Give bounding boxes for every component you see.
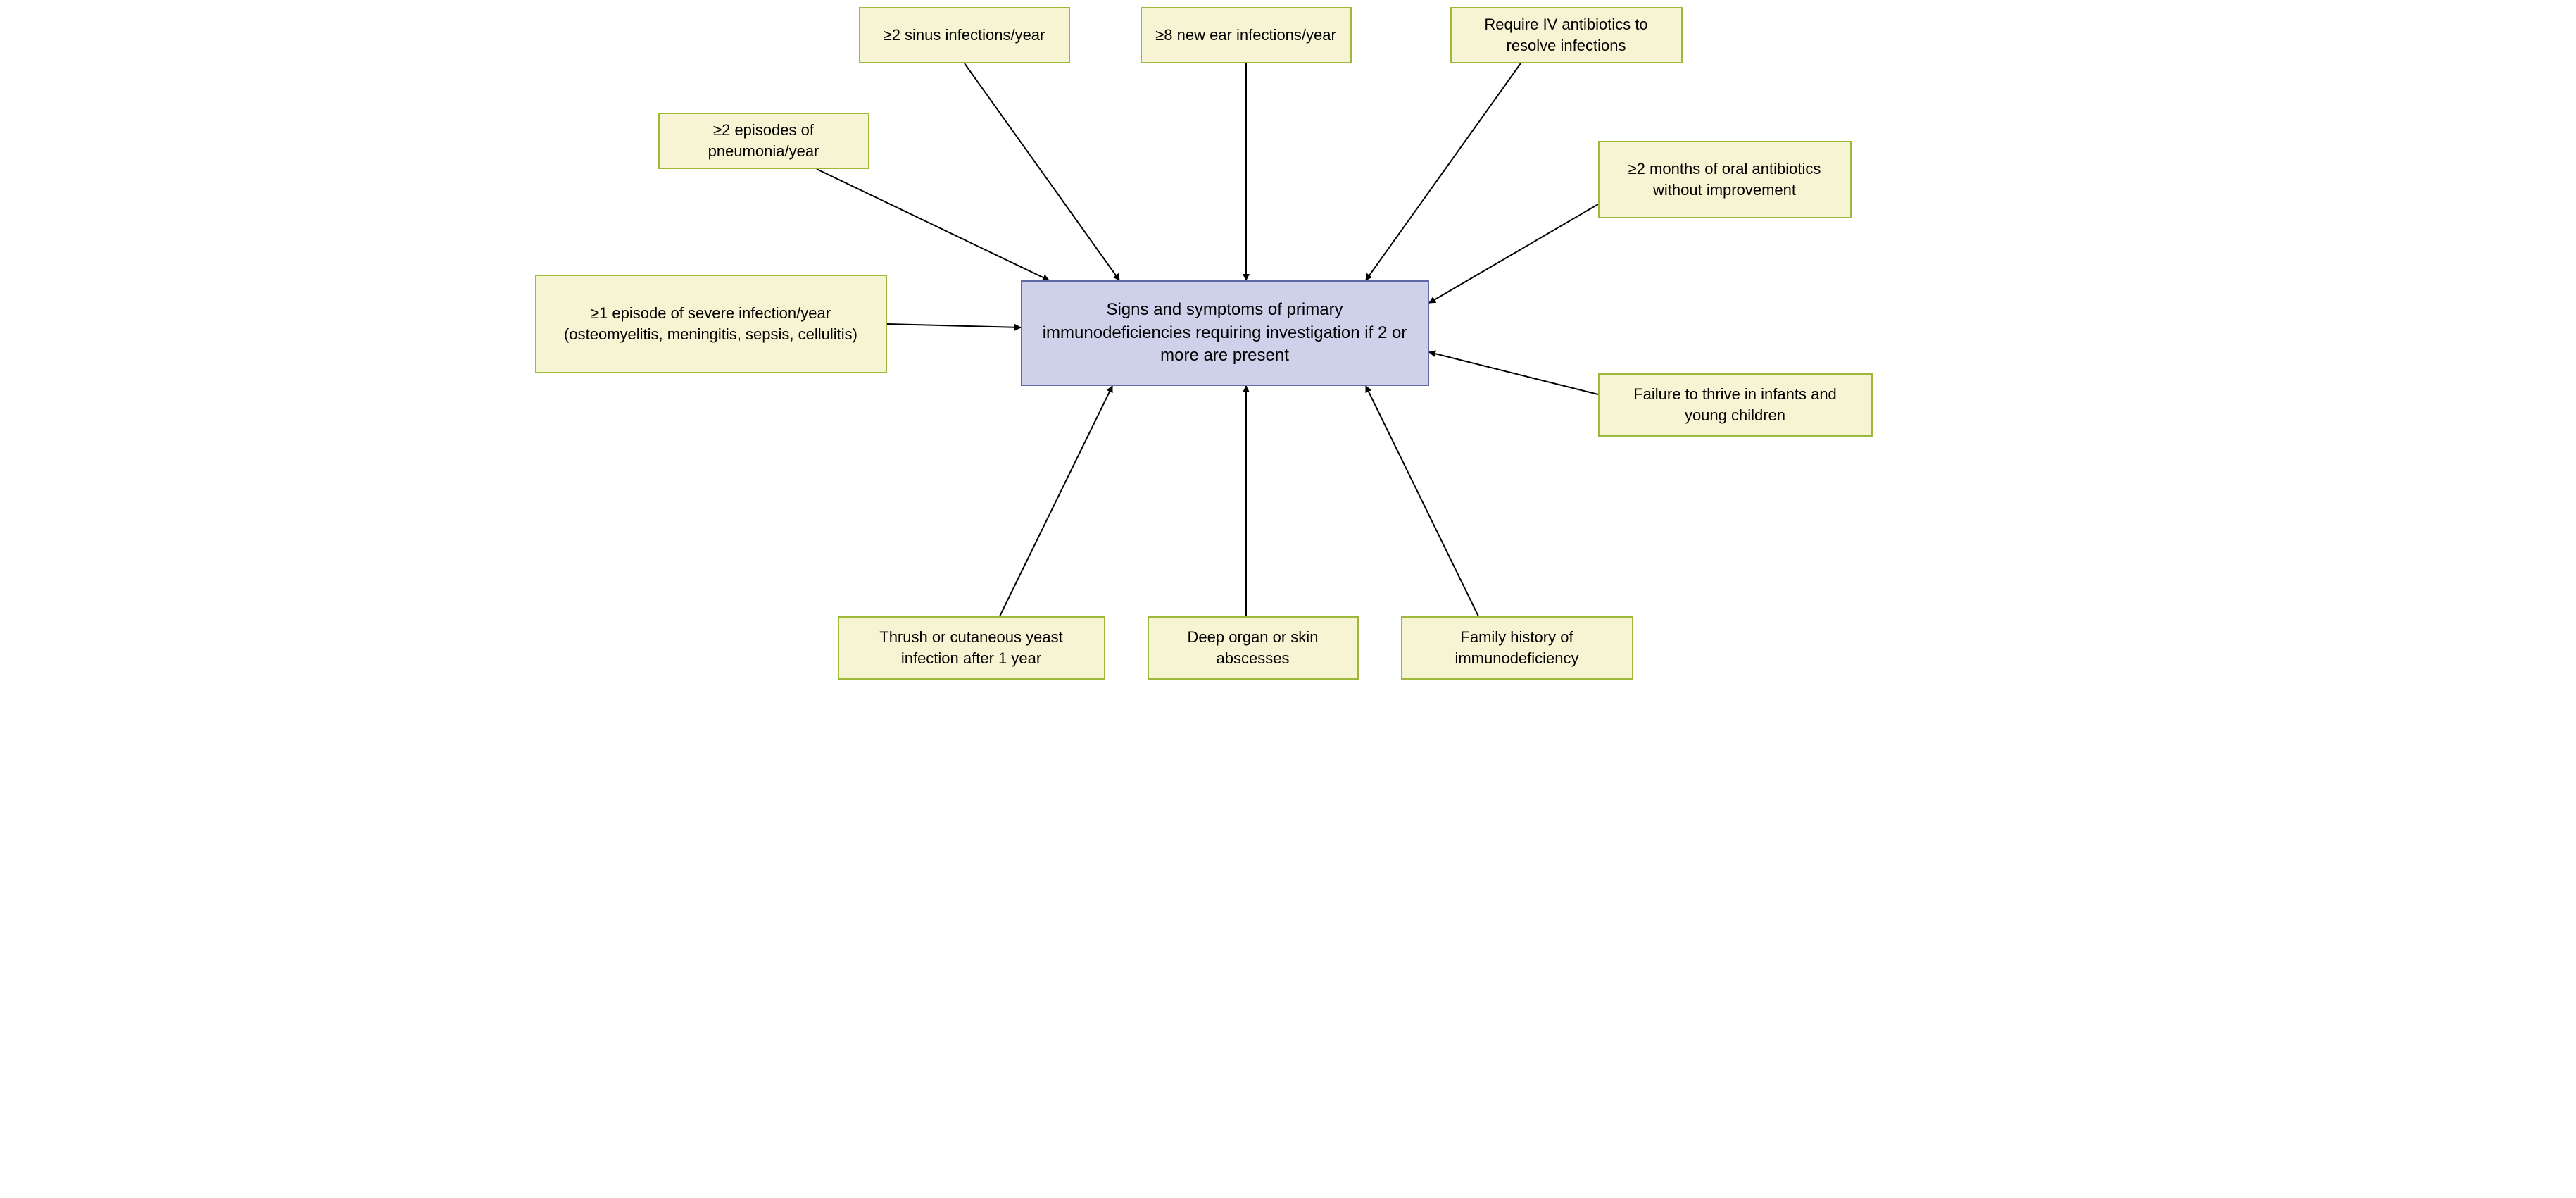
outer-node-n4: ≥2 episodes of pneumonia/year bbox=[658, 113, 869, 169]
outer-node-n7: Failure to thrive in infants and young c… bbox=[1598, 373, 1873, 437]
outer-node-label: Require IV antibiotics to resolve infect… bbox=[1464, 14, 1669, 56]
outer-node-label: ≥1 episode of severe infection/year (ost… bbox=[549, 303, 873, 344]
outer-node-n2: ≥8 new ear infections/year bbox=[1141, 7, 1352, 63]
outer-node-label: ≥8 new ear infections/year bbox=[1155, 25, 1336, 46]
outer-node-label: Failure to thrive in infants and young c… bbox=[1612, 384, 1859, 425]
edge-n6 bbox=[887, 324, 1021, 327]
outer-node-n10: Family history of immunodeficiency bbox=[1401, 616, 1633, 680]
diagram-canvas: Signs and symptoms of primary immunodefi… bbox=[514, 0, 2063, 718]
center-node-label: Signs and symptoms of primary immunodefi… bbox=[1036, 299, 1414, 367]
outer-node-n8: Thrush or cutaneous yeast infection afte… bbox=[838, 616, 1105, 680]
outer-node-label: Family history of immunodeficiency bbox=[1415, 627, 1619, 668]
edge-n4 bbox=[817, 169, 1049, 280]
edge-n5 bbox=[1429, 204, 1598, 303]
outer-node-label: ≥2 sinus infections/year bbox=[884, 25, 1045, 46]
edge-n10 bbox=[1366, 386, 1478, 616]
outer-node-n1: ≥2 sinus infections/year bbox=[859, 7, 1070, 63]
outer-node-n5: ≥2 months of oral antibiotics without im… bbox=[1598, 141, 1852, 218]
edge-n1 bbox=[965, 63, 1119, 280]
outer-node-label: ≥2 months of oral antibiotics without im… bbox=[1612, 158, 1837, 200]
outer-node-n6: ≥1 episode of severe infection/year (ost… bbox=[535, 275, 887, 373]
edge-n8 bbox=[1000, 386, 1112, 616]
outer-node-n3: Require IV antibiotics to resolve infect… bbox=[1450, 7, 1683, 63]
center-node: Signs and symptoms of primary immunodefi… bbox=[1021, 280, 1429, 386]
outer-node-label: Thrush or cutaneous yeast infection afte… bbox=[852, 627, 1091, 668]
outer-node-label: Deep organ or skin abscesses bbox=[1162, 627, 1345, 668]
outer-node-n9: Deep organ or skin abscesses bbox=[1148, 616, 1359, 680]
edge-n3 bbox=[1366, 63, 1521, 280]
outer-node-label: ≥2 episodes of pneumonia/year bbox=[672, 120, 855, 161]
edge-n7 bbox=[1429, 352, 1598, 394]
